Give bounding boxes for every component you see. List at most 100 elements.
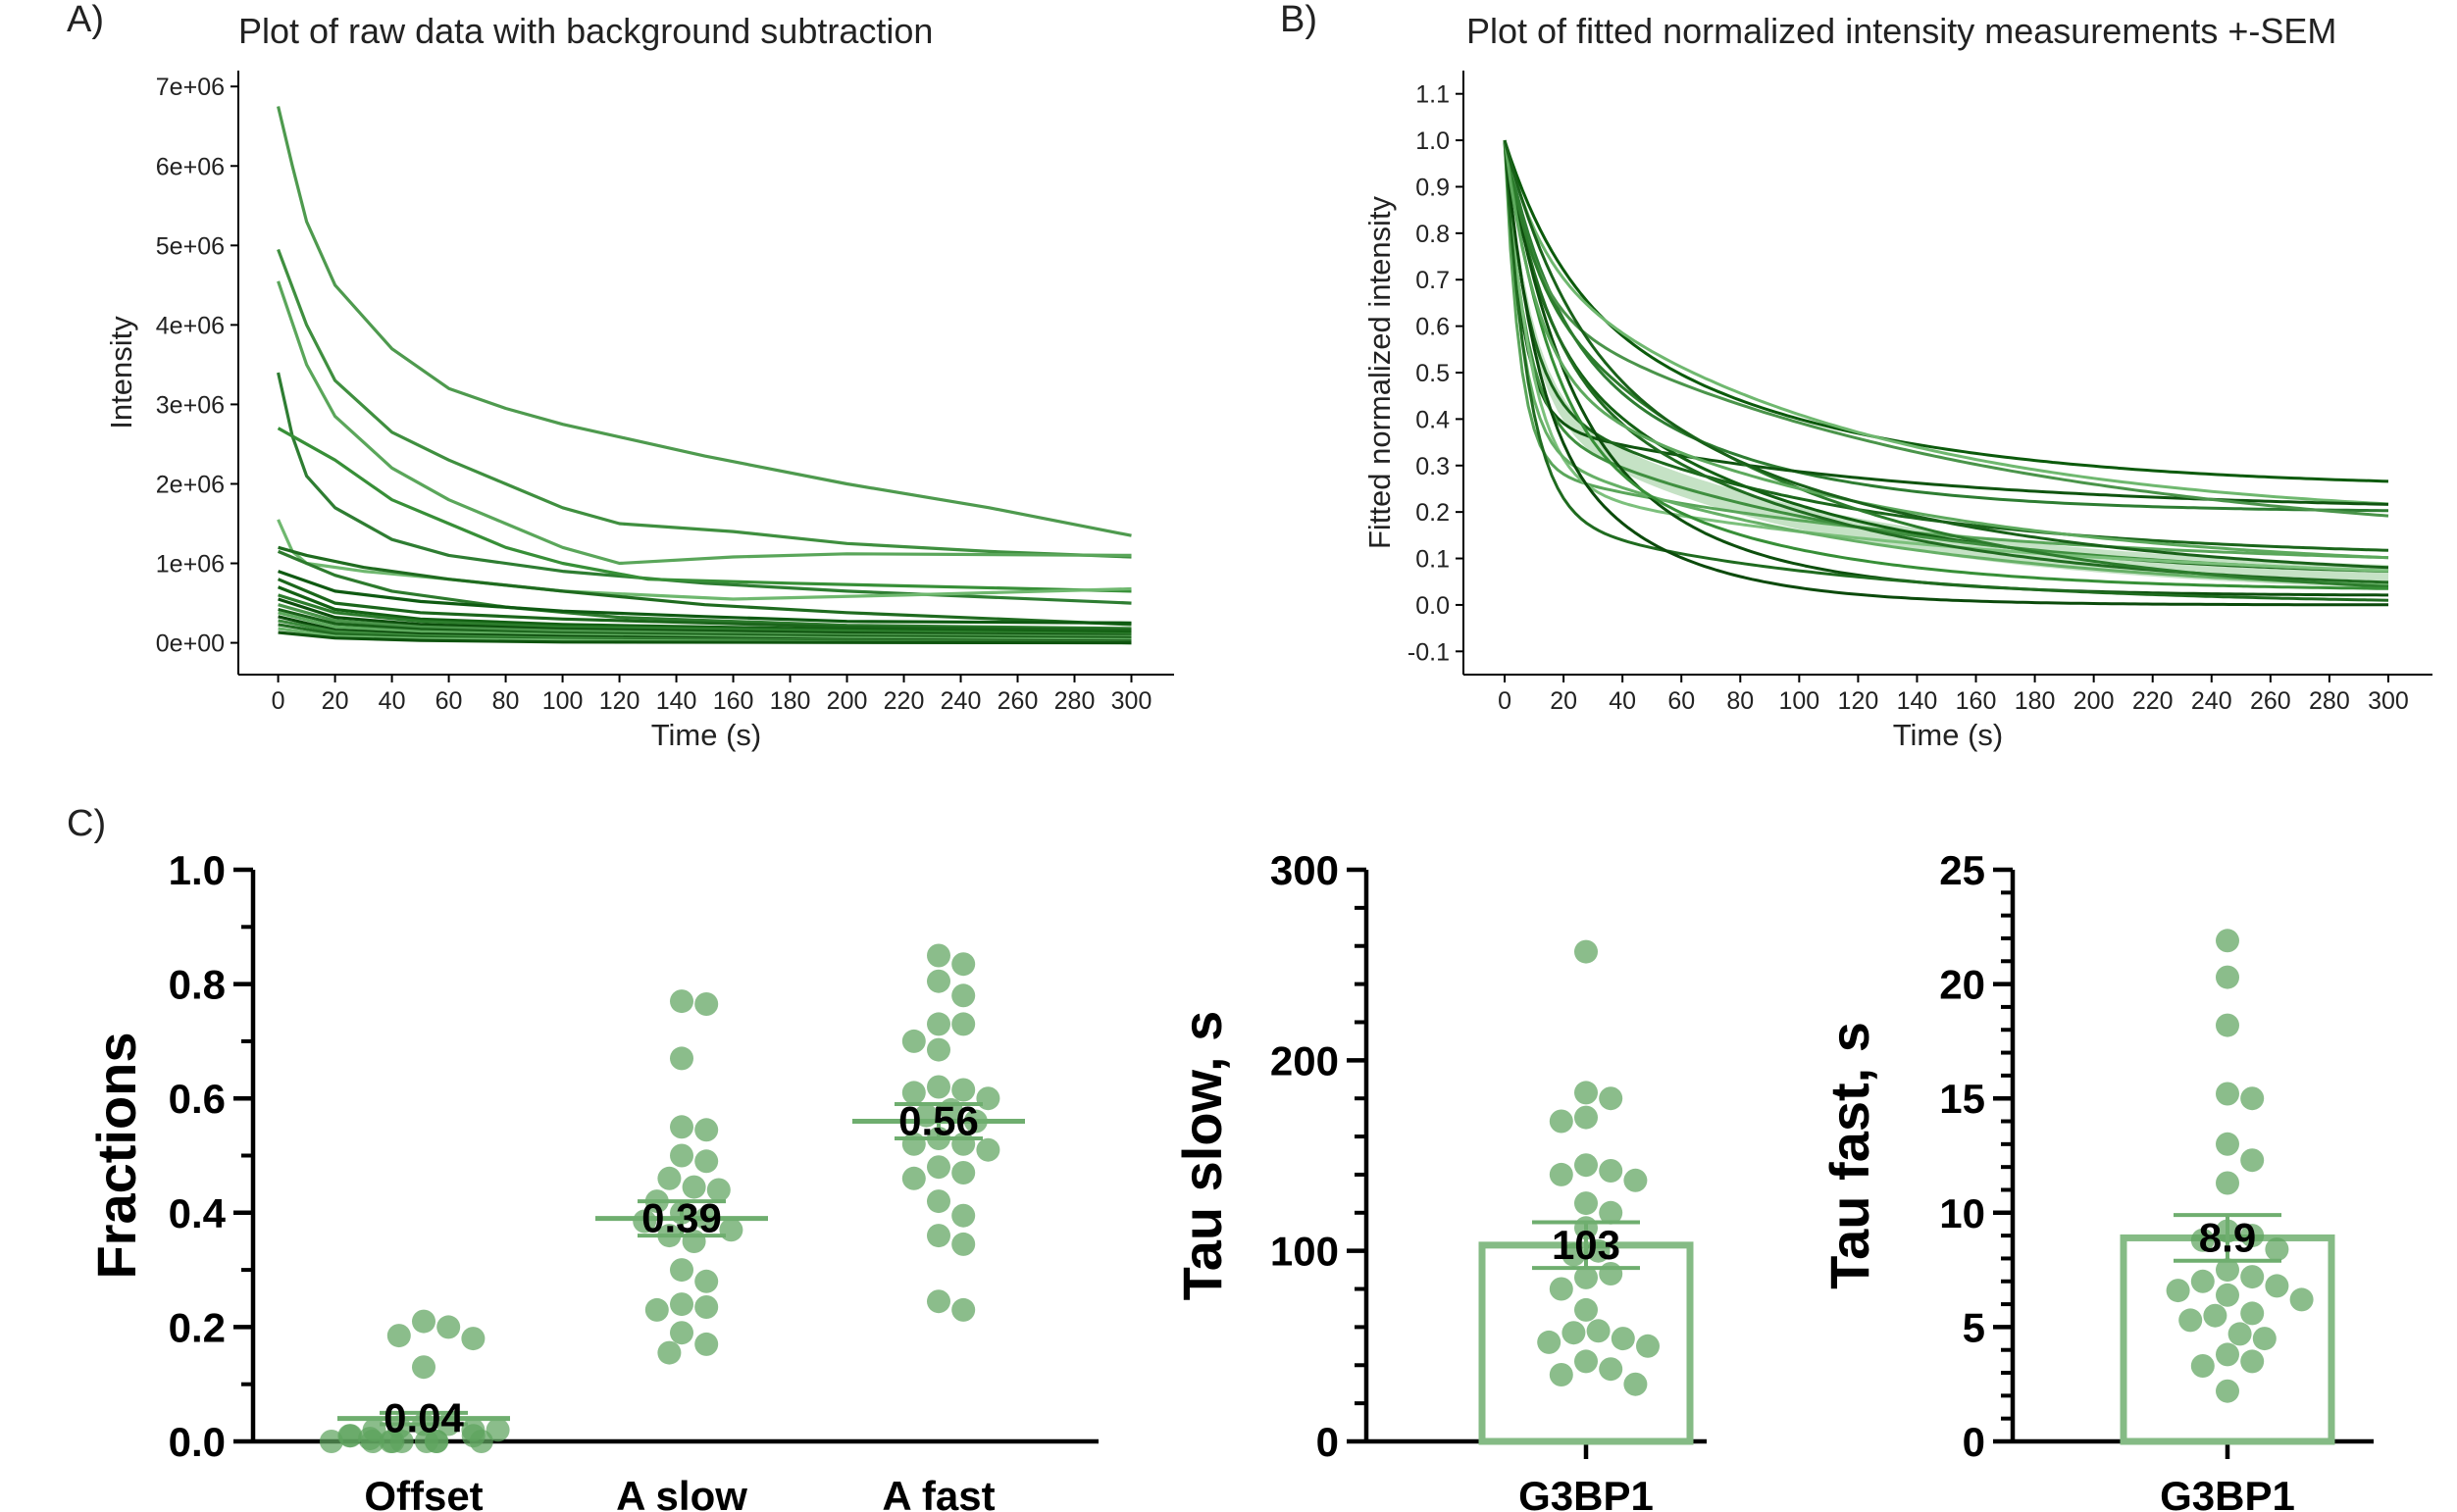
y-tick-label: 0.8 xyxy=(169,962,226,1008)
chart-title: Plot of raw data with background subtrac… xyxy=(238,11,933,51)
data-point xyxy=(927,1155,950,1179)
y-tick-label: -0.1 xyxy=(1408,638,1450,666)
y-tick-label: 4e+06 xyxy=(156,312,225,339)
data-point xyxy=(951,983,975,1007)
y-tick-label: 0.0 xyxy=(1415,592,1450,620)
y-tick-label: 7e+06 xyxy=(156,74,225,101)
data-point xyxy=(2253,1327,2277,1350)
y-tick-label: 0.1 xyxy=(1415,546,1450,574)
data-point xyxy=(2228,1322,2252,1345)
data-point xyxy=(670,989,693,1013)
y-tick-label: 6e+06 xyxy=(156,153,225,180)
y-tick-label: 0.5 xyxy=(1415,360,1450,387)
data-point xyxy=(1574,1298,1598,1322)
mean-label: 0.04 xyxy=(384,1395,464,1441)
series-line xyxy=(1505,140,2388,571)
data-point xyxy=(976,1138,999,1162)
data-point xyxy=(2216,929,2239,952)
data-point xyxy=(927,944,950,968)
data-point xyxy=(2178,1308,2202,1332)
data-point xyxy=(694,1295,718,1319)
data-point xyxy=(2216,1133,2239,1156)
x-tick-label: 140 xyxy=(656,687,697,715)
data-point xyxy=(670,1321,693,1344)
mean-label: 0.39 xyxy=(641,1195,722,1241)
data-point xyxy=(951,952,975,976)
y-tick-label: 1.1 xyxy=(1415,81,1450,109)
data-point xyxy=(1599,1086,1622,1110)
x-tick-label: 160 xyxy=(713,687,754,715)
data-point xyxy=(2216,1014,2239,1037)
y-axis-label: Tau slow, s xyxy=(1171,1011,1233,1301)
data-point xyxy=(1574,1349,1598,1373)
x-tick-label: 240 xyxy=(2191,687,2232,715)
x-tick-label: 20 xyxy=(322,687,349,715)
x-tick-label: 220 xyxy=(2132,687,2174,715)
y-tick-label: 2e+06 xyxy=(156,471,225,498)
data-point xyxy=(670,1115,693,1138)
x-tick-label: 40 xyxy=(1609,687,1636,715)
data-point xyxy=(1623,1373,1647,1396)
data-point xyxy=(694,1149,718,1173)
data-point xyxy=(2167,1279,2190,1302)
data-point xyxy=(2191,1354,2215,1378)
series-line xyxy=(1505,140,2388,595)
x-tick-label: 0 xyxy=(1498,687,1511,715)
y-tick-label: 0.3 xyxy=(1415,453,1450,480)
data-point xyxy=(1537,1331,1561,1354)
x-tick-label: 260 xyxy=(998,687,1039,715)
data-point xyxy=(1574,1081,1598,1104)
x-axis-label: Time (s) xyxy=(651,718,762,752)
data-point xyxy=(2240,1086,2264,1110)
x-tick-label: 140 xyxy=(1897,687,1938,715)
y-axis-label: Fractions xyxy=(85,1032,147,1279)
x-tick-label: 280 xyxy=(1054,687,1096,715)
data-point xyxy=(951,1161,975,1184)
y-tick-label: 15 xyxy=(1939,1076,1985,1122)
data-point xyxy=(1574,1153,1598,1177)
data-point xyxy=(436,1315,460,1338)
data-point xyxy=(670,1144,693,1168)
x-tick-label: 0 xyxy=(272,687,285,715)
data-point xyxy=(670,1258,693,1282)
y-tick-label: 0.6 xyxy=(1415,314,1450,341)
data-point xyxy=(1574,940,1598,964)
panel-letter: B) xyxy=(1280,0,1317,40)
data-point xyxy=(927,1076,950,1099)
data-point xyxy=(670,1046,693,1070)
series-line xyxy=(279,281,1132,564)
data-point xyxy=(1599,1159,1622,1183)
y-axis-label: Tau fast, s xyxy=(1818,1022,1880,1289)
data-point xyxy=(2265,1274,2288,1297)
series-line xyxy=(279,107,1132,536)
data-point xyxy=(976,1086,999,1110)
data-point xyxy=(2240,1265,2264,1288)
x-tick-label: 60 xyxy=(1667,687,1695,715)
data-point xyxy=(927,1289,950,1313)
data-point xyxy=(2216,1083,2239,1106)
data-point xyxy=(927,970,950,993)
panel-2: 0.00.20.40.60.81.0FractionsOffset A slow A… xyxy=(85,847,1099,1512)
data-point xyxy=(2216,1284,2239,1307)
data-point xyxy=(694,1118,718,1141)
x-tick-label: Offset xyxy=(364,1473,483,1512)
x-tick-label: 160 xyxy=(1956,687,1997,715)
data-point xyxy=(694,992,718,1016)
data-point xyxy=(694,1270,718,1293)
x-tick-label: G3BP1 xyxy=(2160,1473,2295,1512)
y-tick-label: 0.0 xyxy=(169,1419,226,1465)
data-point xyxy=(1574,1106,1598,1130)
x-tick-label: 220 xyxy=(884,687,925,715)
data-point xyxy=(951,1298,975,1322)
y-tick-label: 0 xyxy=(1316,1419,1339,1465)
data-point xyxy=(927,1012,950,1035)
x-tick-label: G3BP1 xyxy=(1518,1473,1654,1512)
y-tick-label: 0e+00 xyxy=(156,630,225,658)
data-point xyxy=(2240,1148,2264,1172)
panel-0: A) Plot of raw data with background subtr… xyxy=(67,0,1174,752)
data-point xyxy=(2203,1304,2227,1328)
data-point xyxy=(2216,1380,2239,1403)
y-axis-label: Fitted normalized intensity xyxy=(1362,195,1397,549)
mean-label: 8.9 xyxy=(2199,1214,2256,1260)
x-tick-label: 180 xyxy=(2015,687,2056,715)
